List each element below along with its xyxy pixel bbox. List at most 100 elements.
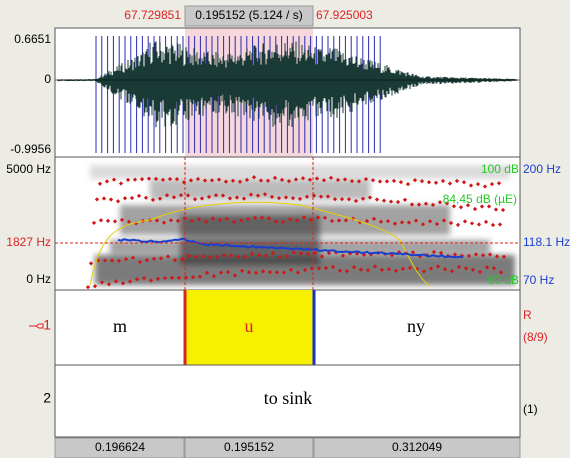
formant-point	[447, 181, 453, 186]
formant-point	[456, 264, 462, 270]
interval-label[interactable]: u	[245, 316, 254, 336]
formant-point	[269, 194, 275, 199]
formant-point	[356, 179, 362, 184]
tier-2[interactable]	[54, 364, 521, 438]
formant-point	[351, 265, 357, 270]
formant-point	[186, 253, 192, 259]
interval-label[interactable]: m	[113, 316, 127, 336]
formant-point	[258, 178, 264, 183]
formant-point	[326, 251, 332, 256]
formant-point	[371, 216, 377, 221]
formant-point	[122, 196, 128, 201]
formant-point	[270, 251, 276, 256]
selected-interval[interactable]	[185, 290, 313, 365]
formant-point	[231, 219, 237, 225]
formant-point	[291, 250, 297, 255]
formant-point	[388, 199, 394, 204]
formant-point	[336, 218, 342, 223]
formant-point	[161, 220, 167, 225]
formant-point	[452, 252, 458, 257]
formant-point	[308, 217, 314, 222]
formant-point	[283, 195, 289, 200]
selection-end: 67.925003	[316, 8, 373, 22]
formant-point	[393, 268, 399, 273]
pointer-icon	[29, 323, 44, 329]
formant-point	[280, 219, 286, 225]
formant-point	[141, 276, 147, 281]
formant-point	[284, 254, 290, 259]
formant-point	[295, 270, 301, 275]
formant-point	[491, 266, 497, 271]
formant-point	[262, 192, 268, 197]
selection-duration-box[interactable]	[184, 5, 314, 27]
formant-point	[287, 217, 293, 222]
formant-point	[249, 251, 255, 257]
formant-point	[206, 194, 212, 199]
formant-point	[207, 255, 213, 260]
formant-point	[130, 255, 136, 260]
formant-point	[221, 252, 227, 258]
formant-point	[335, 177, 341, 183]
tier-side: (1)	[523, 402, 538, 416]
formant-point	[259, 215, 265, 220]
formant-point	[402, 197, 408, 202]
formant-point	[273, 219, 279, 224]
intensity-top: 100 dB	[481, 162, 519, 176]
formant-point	[442, 267, 448, 272]
formant-point	[400, 266, 406, 272]
tier-number[interactable]: 2	[43, 390, 51, 406]
formant-point	[237, 179, 243, 184]
formant-point	[256, 253, 262, 258]
formant-point	[413, 218, 419, 223]
duration: 0.312049	[392, 440, 442, 454]
formant-point	[235, 254, 241, 259]
formant-point	[437, 200, 443, 205]
formant-point	[265, 178, 271, 183]
interval-label[interactable]: ny	[407, 316, 425, 336]
freq-top: 5000 Hz	[6, 162, 51, 176]
formant-point	[98, 218, 104, 223]
waveform-min: -0.9956	[10, 142, 51, 156]
formant-point	[272, 175, 278, 180]
duration-box[interactable]	[313, 437, 521, 458]
intensity-curve	[89, 201, 431, 287]
formant-point	[430, 202, 436, 208]
formant-point	[134, 277, 140, 282]
formant-point	[329, 218, 335, 224]
formant-point	[253, 270, 259, 275]
formant-point	[323, 265, 329, 271]
duration: 0.195152	[224, 440, 274, 454]
formant-point	[136, 193, 142, 198]
formant-point	[230, 178, 236, 183]
formant-point	[144, 258, 150, 263]
interval-label[interactable]: to sink	[264, 388, 313, 408]
formant-point	[367, 195, 373, 200]
formant-point	[203, 219, 209, 224]
formant-point	[202, 178, 208, 183]
formant-point	[267, 269, 273, 275]
formant-point	[312, 250, 318, 255]
formant-point	[486, 204, 492, 209]
formant-point	[196, 216, 202, 222]
formant-point	[199, 196, 205, 201]
tier-number[interactable]: 1	[43, 317, 51, 333]
formant-point	[365, 268, 371, 273]
formant-point	[318, 194, 324, 199]
formant-point	[484, 265, 490, 270]
formant-point	[337, 268, 343, 273]
formant-point	[392, 221, 398, 226]
formant-point	[242, 254, 248, 259]
duration-box[interactable]	[184, 437, 314, 458]
formant-point	[377, 179, 383, 184]
duration-box[interactable]	[54, 437, 185, 458]
formant-point	[224, 216, 230, 221]
formant-point	[353, 198, 359, 204]
pitch-bottom: 70 Hz	[523, 273, 554, 287]
formant-point	[118, 181, 124, 186]
formant-point	[298, 251, 304, 256]
formant-point	[501, 254, 507, 259]
formant-point	[342, 177, 348, 182]
formant-point	[216, 177, 222, 182]
formant-point	[225, 270, 231, 275]
formant-point	[213, 193, 219, 198]
